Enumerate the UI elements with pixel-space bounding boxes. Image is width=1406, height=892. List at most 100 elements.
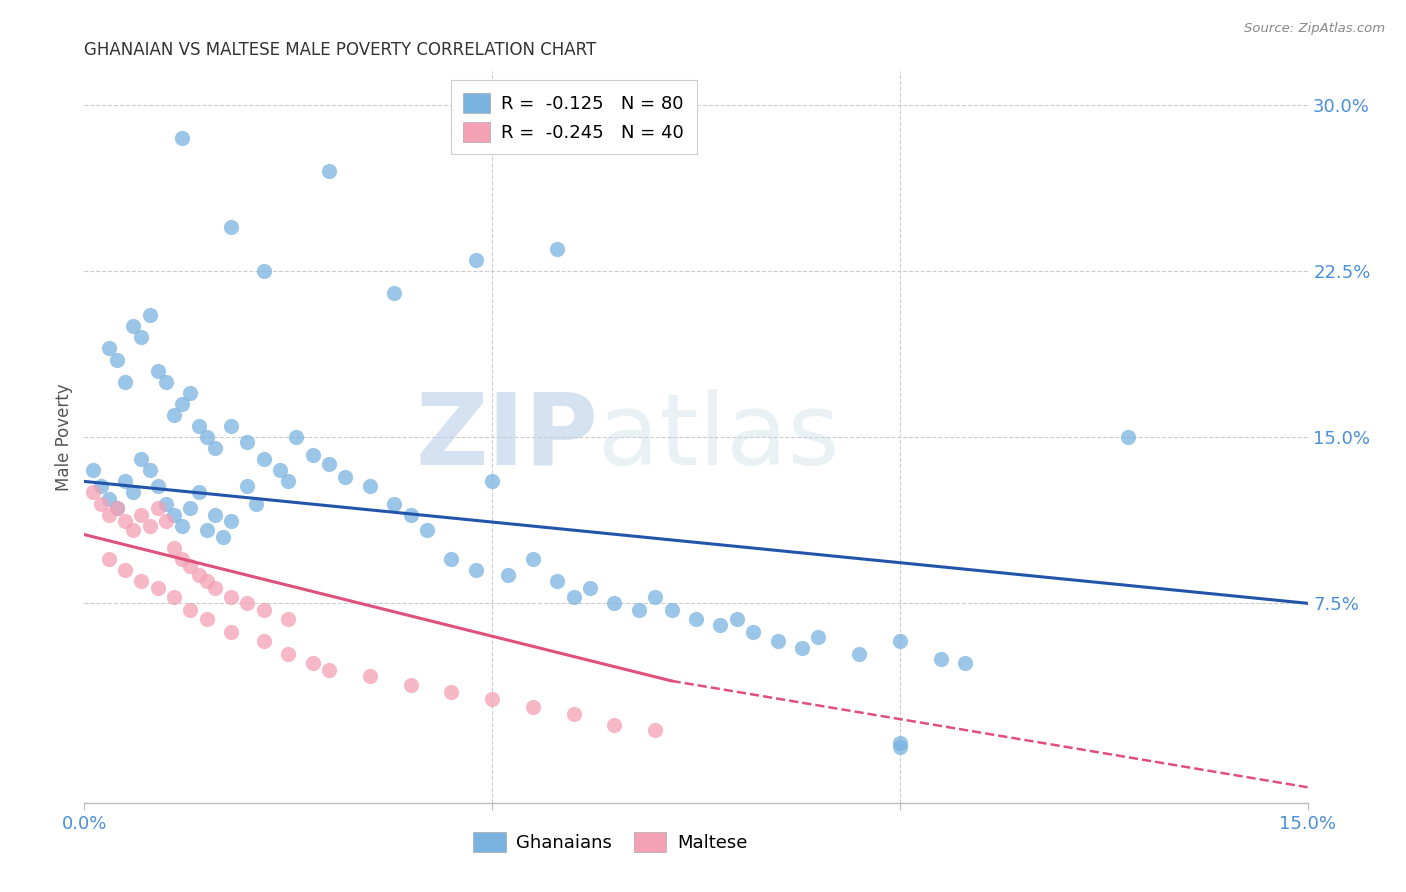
Point <box>163 590 186 604</box>
Point <box>464 252 486 267</box>
Text: atlas: atlas <box>598 389 839 485</box>
Point <box>644 590 666 604</box>
Point <box>318 457 340 471</box>
Point <box>725 612 748 626</box>
Point <box>236 479 259 493</box>
Point <box>138 518 160 533</box>
Point <box>195 430 218 444</box>
Point <box>105 501 128 516</box>
Point <box>114 563 136 577</box>
Point <box>146 363 169 377</box>
Point <box>285 430 308 444</box>
Point <box>498 567 520 582</box>
Point <box>269 463 291 477</box>
Point <box>138 463 160 477</box>
Point <box>105 352 128 367</box>
Y-axis label: Male Poverty: Male Poverty <box>55 384 73 491</box>
Point <box>546 574 568 589</box>
Point <box>163 541 186 555</box>
Point <box>661 603 683 617</box>
Point <box>1116 430 1139 444</box>
Point <box>187 567 209 582</box>
Point <box>105 501 128 516</box>
Point <box>155 375 177 389</box>
Point <box>359 669 381 683</box>
Point <box>440 685 463 699</box>
Point <box>195 574 218 589</box>
Point <box>219 625 242 640</box>
Point <box>889 736 911 750</box>
Point <box>219 514 242 528</box>
Point <box>97 492 120 507</box>
Point <box>195 612 218 626</box>
Point <box>114 375 136 389</box>
Point <box>172 397 194 411</box>
Point <box>90 497 112 511</box>
Point <box>807 630 830 644</box>
Legend: Ghanaians, Maltese: Ghanaians, Maltese <box>465 825 755 860</box>
Point <box>122 319 145 334</box>
Point <box>114 475 136 489</box>
Point <box>172 518 194 533</box>
Point <box>416 523 439 537</box>
Point <box>685 612 707 626</box>
Point <box>131 574 153 589</box>
Point <box>546 242 568 256</box>
Point <box>172 552 194 566</box>
Point <box>97 342 120 356</box>
Text: GHANAIAN VS MALTESE MALE POVERTY CORRELATION CHART: GHANAIAN VS MALTESE MALE POVERTY CORRELA… <box>84 41 596 59</box>
Point <box>382 497 405 511</box>
Point <box>562 590 585 604</box>
Point <box>131 508 153 522</box>
Point <box>114 514 136 528</box>
Point <box>253 264 276 278</box>
Point <box>464 563 486 577</box>
Point <box>522 700 544 714</box>
Point <box>627 603 650 617</box>
Point <box>644 723 666 737</box>
Point <box>848 648 870 662</box>
Point <box>204 508 226 522</box>
Point <box>440 552 463 566</box>
Point <box>318 663 340 677</box>
Point <box>204 441 226 455</box>
Point <box>277 475 299 489</box>
Point <box>146 501 169 516</box>
Point <box>219 590 242 604</box>
Point <box>236 434 259 449</box>
Point <box>301 656 323 670</box>
Point <box>335 470 357 484</box>
Point <box>179 558 201 573</box>
Point <box>219 419 242 434</box>
Point <box>929 651 952 665</box>
Point <box>204 581 226 595</box>
Point <box>131 330 153 344</box>
Point <box>359 479 381 493</box>
Point <box>253 603 276 617</box>
Point <box>253 452 276 467</box>
Point <box>277 648 299 662</box>
Point <box>245 497 267 511</box>
Point <box>481 475 503 489</box>
Point <box>97 552 120 566</box>
Point <box>172 131 194 145</box>
Point <box>399 678 422 692</box>
Point <box>522 552 544 566</box>
Point <box>790 640 813 655</box>
Point <box>212 530 235 544</box>
Point <box>187 485 209 500</box>
Point <box>122 485 145 500</box>
Point <box>579 581 602 595</box>
Point <box>82 463 104 477</box>
Point <box>90 479 112 493</box>
Point <box>766 634 789 648</box>
Point <box>889 634 911 648</box>
Point <box>146 479 169 493</box>
Point <box>179 603 201 617</box>
Point <box>603 596 626 610</box>
Point <box>179 385 201 400</box>
Point <box>179 501 201 516</box>
Point <box>318 164 340 178</box>
Point <box>253 634 276 648</box>
Point <box>481 691 503 706</box>
